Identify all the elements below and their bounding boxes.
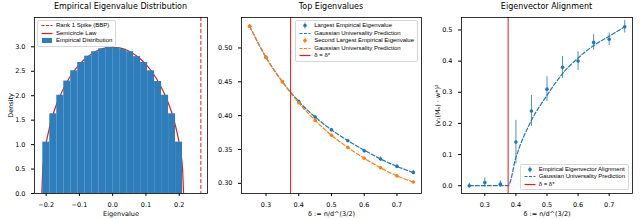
svg-text:1.0: 1.0	[15, 141, 25, 149]
html-text:Eigenvector Alignment: Eigenvector Alignment	[500, 2, 593, 11]
svg-text:−0.1: −0.1	[72, 201, 88, 209]
svg-text:0.4: 0.4	[294, 201, 304, 209]
svg-text:0.4: 0.4	[442, 57, 452, 65]
html-text:δ = δ*: δ = δ*	[538, 180, 555, 187]
svg-text:(v₁(Mₙ) · w*)²: (v₁(Mₙ) · w*)²	[434, 84, 442, 127]
svg-text:0.5: 0.5	[15, 165, 25, 173]
svg-text:Density: Density	[7, 93, 15, 118]
svg-text:δ := n/d^(3/2): δ := n/d^(3/2)	[523, 210, 570, 218]
svg-text:0.0: 0.0	[108, 201, 118, 209]
svg-text:0.1: 0.1	[141, 201, 151, 209]
html-text:Empirical Eigenvalue Distribut: Empirical Eigenvalue Distribution	[53, 2, 188, 11]
html-text:Semicircle Law: Semicircle Law	[56, 29, 97, 36]
html-text:Empirical Eigenvector Alignmen: Empirical Eigenvector Alignment	[538, 165, 625, 172]
html-text:Gaussian Universality Predicti: Gaussian Universality Prediction	[314, 29, 401, 36]
svg-text:3.0: 3.0	[15, 43, 25, 51]
svg-text:0.5: 0.5	[326, 201, 336, 209]
html-text:Empirical Distribution: Empirical Distribution	[56, 37, 113, 43]
svg-text:0.1: 0.1	[442, 151, 452, 159]
svg-text:−0.2: −0.2	[38, 201, 54, 209]
html-text:Largest Empirical Eigenvalue: Largest Empirical Eigenvalue	[314, 22, 392, 28]
svg-text:2.5: 2.5	[15, 67, 25, 75]
svg-text:0.3: 0.3	[261, 201, 271, 209]
html-text:Gaussian Universality Predicti: Gaussian Universality Prediction	[538, 173, 625, 179]
svg-text:0.6: 0.6	[359, 201, 369, 209]
svg-text:0.0: 0.0	[442, 182, 452, 190]
svg-text:0.0: 0.0	[15, 190, 25, 198]
svg-text:0.5: 0.5	[442, 26, 452, 34]
svg-text:2.0: 2.0	[15, 92, 25, 100]
svg-text:0.6: 0.6	[573, 201, 583, 209]
svg-text:0.2: 0.2	[442, 119, 452, 127]
svg-text:0.4: 0.4	[511, 201, 521, 209]
svg-text:δ := n/d^(3/2): δ := n/d^(3/2)	[308, 210, 355, 218]
svg-text:0.2: 0.2	[174, 201, 184, 209]
svg-text:0.7: 0.7	[392, 201, 402, 209]
svg-text:0.45: 0.45	[218, 78, 232, 86]
svg-text:0.3: 0.3	[442, 88, 452, 96]
svg-text:0.35: 0.35	[218, 146, 232, 154]
svg-text:0.30: 0.30	[218, 179, 232, 187]
svg-text:0.40: 0.40	[218, 112, 232, 120]
html-text:δ = δ*: δ = δ*	[314, 52, 331, 58]
html-text:Gaussian Universality Predicti: Gaussian Universality Prediction	[314, 44, 401, 51]
svg-text:0.7: 0.7	[604, 201, 614, 209]
svg-text:1.5: 1.5	[15, 116, 25, 124]
svg-text:0.50: 0.50	[218, 44, 232, 52]
svg-text:0.5: 0.5	[542, 201, 552, 209]
html-text:Top Eigenvalues: Top Eigenvalues	[298, 2, 364, 11]
svg-text:0.3: 0.3	[480, 201, 490, 209]
html-text:Second Largest Empirical Eigen: Second Largest Empirical Eigenvalue	[314, 37, 414, 43]
svg-text:Eigenvalue: Eigenvalue	[103, 210, 139, 218]
html-text:Rank 1 Spike (BBP): Rank 1 Spike (BBP)	[56, 22, 110, 28]
